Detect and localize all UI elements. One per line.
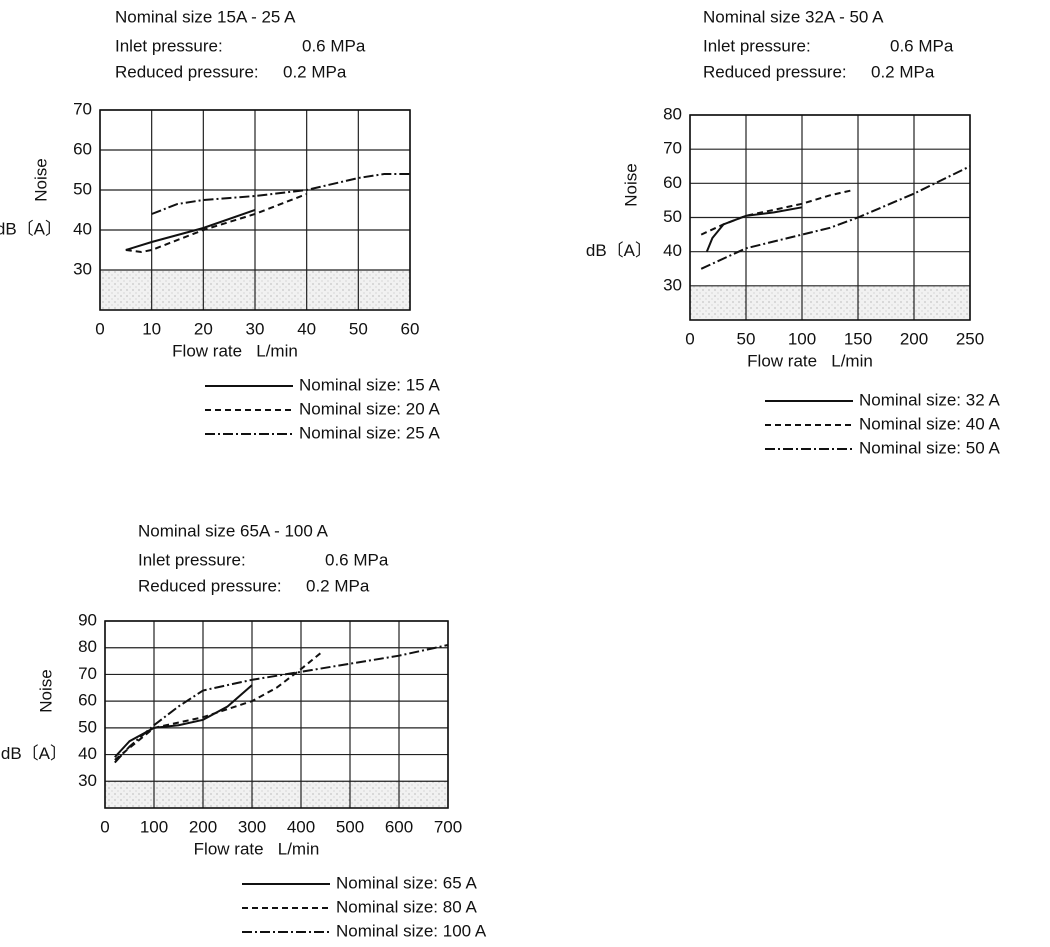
x-tick-label: 10 [142,319,161,338]
x-tick-label: 40 [297,319,316,338]
y-tick-label: 90 [78,610,97,629]
y-tick-label: 80 [78,637,97,656]
y-tick-label: 60 [73,139,92,158]
y-axis-unit: dB〔A〕 [1,744,67,763]
y-tick-label: 60 [663,173,682,192]
y-tick-label: 70 [663,139,682,158]
series-line [114,684,253,758]
y-axis-label: Noise [36,669,55,712]
x-axis-label: Flow rate L/min [194,839,320,858]
x-tick-label: 200 [900,329,928,348]
legend-label: Nominal size: 65 A [336,873,477,892]
x-tick-label: 0 [95,319,104,338]
x-tick-label: 50 [737,329,756,348]
y-tick-label: 50 [78,717,97,736]
y-tick-label: 30 [78,771,97,790]
x-tick-label: 60 [401,319,420,338]
y-axis-label: Noise [621,163,640,206]
y-tick-label: 70 [73,99,92,118]
legend-label: Nominal size: 32 A [859,390,1000,409]
reduced-value: 0.2 MPa [283,62,347,81]
x-tick-label: 0 [100,817,109,836]
y-axis-unit: dB〔A〕 [0,219,62,238]
reduced-value: 0.2 MPa [306,576,370,595]
x-tick-label: 600 [385,817,413,836]
legend-label: Nominal size: 20 A [299,399,440,418]
x-tick-label: 700 [434,817,462,836]
reduced-value: 0.2 MPa [871,62,935,81]
x-tick-label: 300 [238,817,266,836]
y-tick-label: 30 [663,275,682,294]
shaded-band [690,285,970,320]
legend-label: Nominal size: 50 A [859,438,1000,457]
y-tick-label: 30 [73,259,92,278]
inlet-value: 0.6 MPa [325,550,389,569]
plot-frame [99,109,411,311]
x-tick-label: 400 [287,817,315,836]
x-tick-label: 250 [956,329,984,348]
y-tick-label: 40 [78,744,97,763]
y-tick-label: 50 [663,207,682,226]
series-line [114,644,449,764]
x-tick-label: 20 [194,319,213,338]
inlet-label: Inlet pressure: [703,36,811,55]
x-tick-label: 200 [189,817,217,836]
series-line [151,173,410,215]
x-tick-label: 500 [336,817,364,836]
series-line [700,189,853,236]
legend-label: Nominal size: 100 A [336,921,487,940]
chart-title: Nominal size 15A - 25 A [115,7,296,26]
series-line [125,193,308,254]
y-tick-label: 80 [663,104,682,123]
shaded-band [105,781,448,808]
legend-label: Nominal size: 80 A [336,897,477,916]
chart-title: Nominal size 32A - 50 A [703,7,884,26]
plot-frame [689,114,971,321]
y-tick-label: 70 [78,664,97,683]
y-tick-label: 50 [73,179,92,198]
y-axis-label: Noise [31,158,50,201]
inlet-value: 0.6 MPa [302,36,366,55]
x-tick-label: 0 [685,329,694,348]
y-tick-label: 40 [73,219,92,238]
x-axis-label: Flow rate L/min [747,351,873,370]
series-line [114,652,322,761]
x-tick-label: 100 [788,329,816,348]
inlet-value: 0.6 MPa [890,36,954,55]
x-tick-label: 30 [246,319,265,338]
series-line [125,209,256,251]
plot-frame [104,620,449,809]
y-tick-label: 40 [663,241,682,260]
chart-title: Nominal size 65A - 100 A [138,521,329,540]
x-tick-label: 50 [349,319,368,338]
inlet-label: Inlet pressure: [115,36,223,55]
y-axis-unit: dB〔A〕 [586,241,652,260]
legend-label: Nominal size: 25 A [299,423,440,442]
x-axis-label: Flow rate L/min [172,341,298,360]
x-tick-label: 150 [844,329,872,348]
legend-label: Nominal size: 40 A [859,414,1000,433]
reduced-label: Reduced pressure: [115,62,259,81]
y-tick-label: 60 [78,691,97,710]
inlet-label: Inlet pressure: [138,550,246,569]
legend-label: Nominal size: 15 A [299,375,440,394]
reduced-label: Reduced pressure: [703,62,847,81]
x-tick-label: 100 [140,817,168,836]
series-line [700,165,971,270]
reduced-label: Reduced pressure: [138,576,282,595]
series-line [705,206,803,253]
